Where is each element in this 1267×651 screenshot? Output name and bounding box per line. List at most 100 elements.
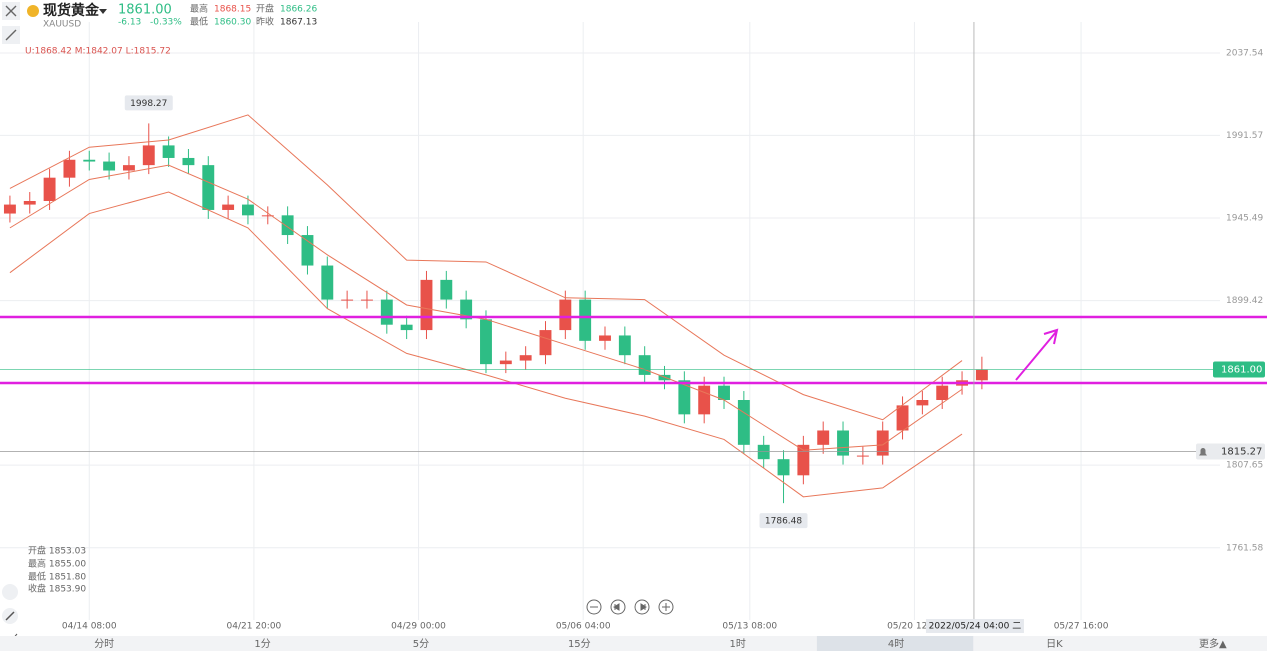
- alert-label-box: [1196, 443, 1265, 460]
- min-label-box: [759, 513, 808, 529]
- candle-body: [936, 385, 949, 401]
- candle-body: [638, 355, 651, 375]
- candle-body: [261, 215, 274, 217]
- x-tick-label: 05/20 12:00: [887, 622, 942, 632]
- candle-body: [400, 324, 413, 331]
- tab[interactable]: 5分: [413, 638, 429, 650]
- tab[interactable]: 更多▲: [1199, 637, 1227, 650]
- zoom-glyphs: [590, 603, 670, 611]
- stat-label: 昨收: [256, 16, 274, 28]
- stat-label: 最高: [190, 3, 208, 15]
- candle-body: [757, 444, 770, 460]
- max-label: 1998.27: [130, 99, 167, 109]
- candle-body: [599, 335, 611, 341]
- stat-value: 1868.15: [214, 5, 251, 15]
- change-pct: -0.33%: [150, 18, 182, 28]
- candle-body: [281, 215, 294, 236]
- y-tick-label: 1761.58: [1226, 543, 1263, 553]
- candle-body: [202, 165, 215, 210]
- candle-body: [142, 145, 155, 166]
- candle-body: [222, 204, 235, 210]
- instrument-name[interactable]: 现货黄金: [43, 2, 100, 19]
- change: -6.13: [118, 18, 141, 28]
- ohlc-line: 开盘 1853.03: [28, 545, 86, 557]
- trend-arrow: [1015, 328, 1059, 381]
- candle-body: [182, 157, 195, 166]
- candle-body: [103, 161, 116, 171]
- candle-body: [777, 459, 790, 476]
- candle-body: [380, 299, 393, 325]
- candle-body: [579, 299, 592, 341]
- x-tick-label: 04/21 20:00: [227, 622, 282, 632]
- candle-body: [737, 400, 750, 445]
- candle-body: [83, 159, 96, 162]
- price: 1861.00: [118, 3, 172, 18]
- candle-body: [817, 430, 830, 445]
- candle-body: [678, 380, 691, 415]
- candle-body: [301, 235, 314, 266]
- tab[interactable]: 日K: [1046, 639, 1063, 650]
- candle-body: [122, 165, 135, 171]
- x-tick-label: 05/13 08:00: [722, 622, 777, 632]
- x-tick-label: 05/06 04:00: [556, 622, 611, 632]
- bollinger-upper: [9, 114, 963, 421]
- candle-body: [519, 355, 532, 361]
- candle-body: [480, 319, 492, 365]
- candle-body: [837, 430, 849, 456]
- candle-body: [916, 400, 929, 406]
- tool-icon: [5, 29, 17, 41]
- candle-body: [162, 145, 175, 158]
- candle-body: [718, 385, 730, 401]
- active-tab-bg: [816, 636, 974, 651]
- tab-layer: 分时 1分 5分 15分 1时 4时 日K 更多▲: [94, 636, 1227, 651]
- candle-body: [896, 405, 909, 431]
- symbol: XAUUSD: [43, 20, 81, 30]
- stat-label: 最低: [190, 16, 208, 28]
- max-label-box: [124, 95, 173, 111]
- bollinger-middle: [9, 164, 963, 451]
- candle-body: [361, 299, 373, 301]
- x-tick-label: 04/29 00:00: [391, 622, 446, 632]
- tab[interactable]: 15分: [568, 638, 591, 650]
- y-tick-label: 1899.42: [1226, 296, 1263, 306]
- tab[interactable]: 分时: [94, 638, 114, 650]
- tab[interactable]: 1时: [730, 638, 746, 650]
- ohlc-line: 最高 1855.00: [28, 558, 86, 570]
- ohlc-line: 收盘 1853.90: [28, 583, 86, 595]
- candle-body: [63, 159, 76, 178]
- candle-body: [242, 204, 254, 216]
- crosshair-label-box: [925, 619, 1024, 633]
- min-label: 1786.48: [765, 517, 802, 527]
- candle-body: [539, 330, 552, 356]
- candle-body: [975, 369, 988, 381]
- candle-body: [341, 299, 354, 301]
- ohlc-line: 最低 1851.80: [28, 571, 86, 583]
- stat-value: 1860.30: [214, 18, 251, 28]
- candle-body: [321, 265, 334, 300]
- candle-body: [797, 444, 810, 476]
- bollinger-lower: [9, 191, 963, 498]
- close-icon: [5, 5, 17, 17]
- indicator-button[interactable]: [2, 584, 18, 600]
- tab[interactable]: 1分: [254, 638, 270, 650]
- candle-body: [559, 299, 572, 331]
- crosshair-label: 2022/05/24 04:00 二: [929, 622, 1022, 632]
- x-tick-label: 04/14 08:00: [62, 622, 117, 632]
- candle-body: [43, 177, 56, 201]
- candle-body: [440, 279, 453, 300]
- stat-value: 1867.13: [280, 18, 317, 28]
- candle-body: [23, 200, 36, 205]
- candle-body: [856, 455, 869, 457]
- y-tick-label: 1991.57: [1226, 131, 1263, 141]
- stat-label: 开盘: [256, 3, 274, 15]
- candle-body: [618, 335, 631, 356]
- y-tick-label: 2037.54: [1226, 48, 1263, 58]
- dropdown-icon[interactable]: [99, 9, 107, 14]
- tab[interactable]: 4时: [888, 638, 904, 650]
- main-layer: 2037.54 1991.57 1945.49 1899.42 1807.65 1761.…: [0, 22, 1267, 633]
- candle-body: [876, 430, 889, 456]
- gold-icon: [27, 5, 39, 17]
- alert-label: 1815.27: [1221, 447, 1262, 458]
